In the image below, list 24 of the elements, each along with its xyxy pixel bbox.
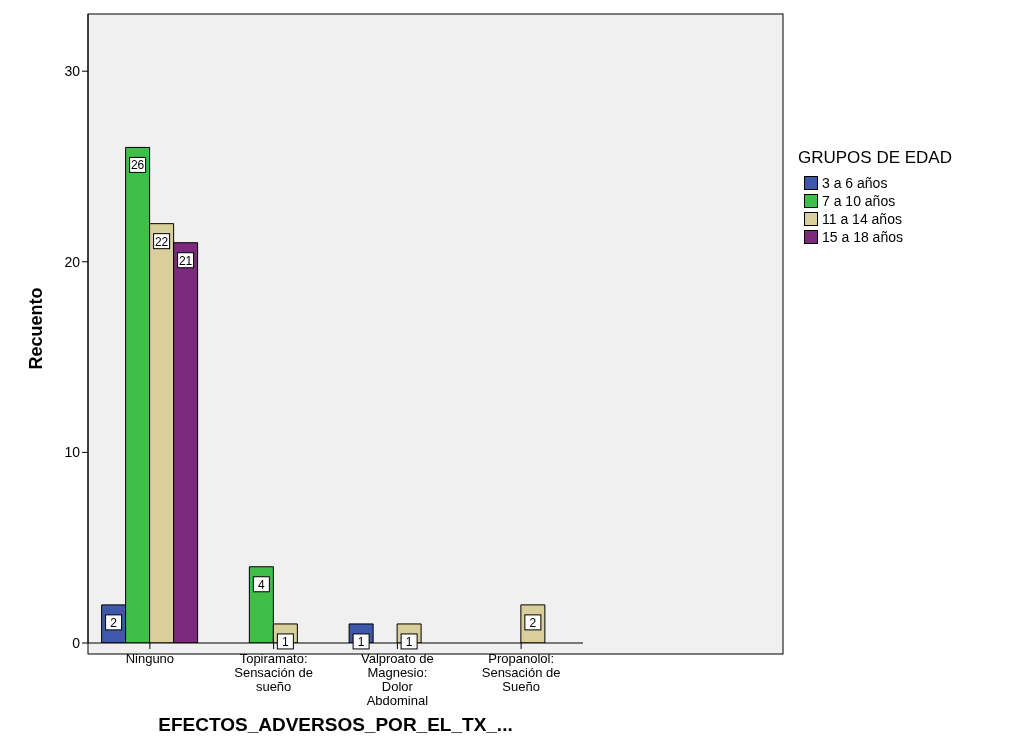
x-tick-label: Propanolol: Sensación de Sueño — [481, 651, 561, 694]
y-tick-label: 10 — [64, 444, 81, 461]
y-axis-title: Recuento — [26, 287, 47, 370]
data-label: 1 — [357, 634, 365, 649]
data-label: 2 — [529, 615, 537, 630]
data-label: 26 — [130, 158, 145, 173]
x-tick-label: Valproato de Magnesio: Dolor Abdominal — [360, 651, 434, 708]
legend-label: 3 a 6 años — [821, 174, 889, 192]
x-axis-title: EFECTOS_ADVERSOS_POR_EL_TX_... — [158, 714, 513, 735]
data-label: 1 — [282, 634, 290, 649]
y-tick-label: 0 — [72, 634, 81, 651]
data-label: 4 — [258, 577, 266, 592]
legend-label: 7 a 10 años — [821, 192, 897, 210]
data-label: 2 — [110, 615, 118, 630]
data-label: 1 — [405, 634, 413, 649]
data-label: 21 — [178, 253, 193, 268]
y-tick-label: 30 — [64, 63, 81, 80]
legend-title: GRUPOS DE EDAD — [798, 148, 953, 168]
data-label: 22 — [154, 234, 169, 249]
legend-label: 15 a 18 años — [821, 228, 904, 246]
x-tick-label: Ninguno — [125, 651, 175, 666]
legend-label: 11 a 14 años — [821, 210, 903, 228]
x-tick-label: Topiramato: Sensación de sueño — [234, 651, 314, 694]
y-tick-label: 20 — [64, 253, 81, 270]
